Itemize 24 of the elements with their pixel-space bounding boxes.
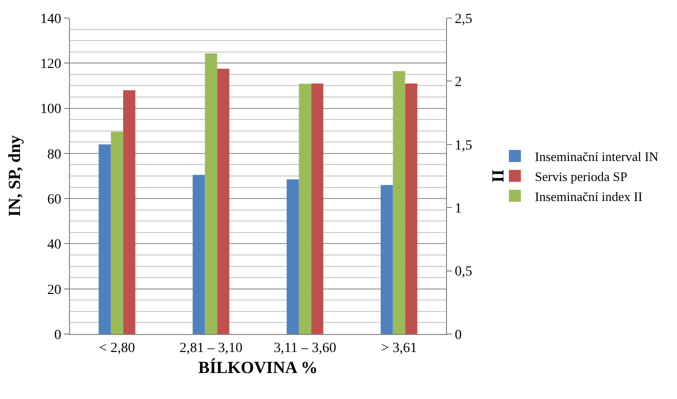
y-tick-label: 120 — [40, 57, 62, 72]
y2-tick-label: 2,5 — [454, 12, 472, 27]
y2-tick-label: 0 — [454, 328, 462, 343]
y-tick-label: 80 — [47, 147, 62, 162]
legend-label: Servis perioda SP — [534, 168, 628, 184]
y-tick-label: 0 — [54, 328, 62, 343]
legend-label: Inseminační index II — [534, 188, 642, 204]
legend-label: Inseminační interval IN — [534, 149, 659, 164]
y2-tick-label: 1,5 — [454, 138, 472, 154]
x-tick-label: < 2,80 — [99, 340, 135, 356]
y-tick-label: 40 — [47, 238, 62, 253]
y-tick-label: 100 — [40, 102, 62, 118]
y2-axis-title: II — [488, 169, 508, 183]
y-tick-label: 60 — [47, 192, 62, 208]
y2-tick-label: 1 — [454, 202, 462, 216]
y-tick-label: 140 — [40, 12, 62, 27]
x-axis-title: BÍLKOVINA % — [198, 358, 318, 378]
x-tick-label: > 3,61 — [381, 340, 417, 356]
x-tick-label: 2,81 – 3,10 — [180, 340, 242, 356]
y2-tick-label: 2 — [454, 75, 462, 90]
x-tick-label: 3,11 – 3,60 — [274, 340, 336, 356]
y-axis-title: IN, SP, dny — [4, 134, 24, 217]
y2-tick-label: 0,5 — [454, 264, 472, 280]
y-tick-label: 20 — [47, 282, 62, 298]
